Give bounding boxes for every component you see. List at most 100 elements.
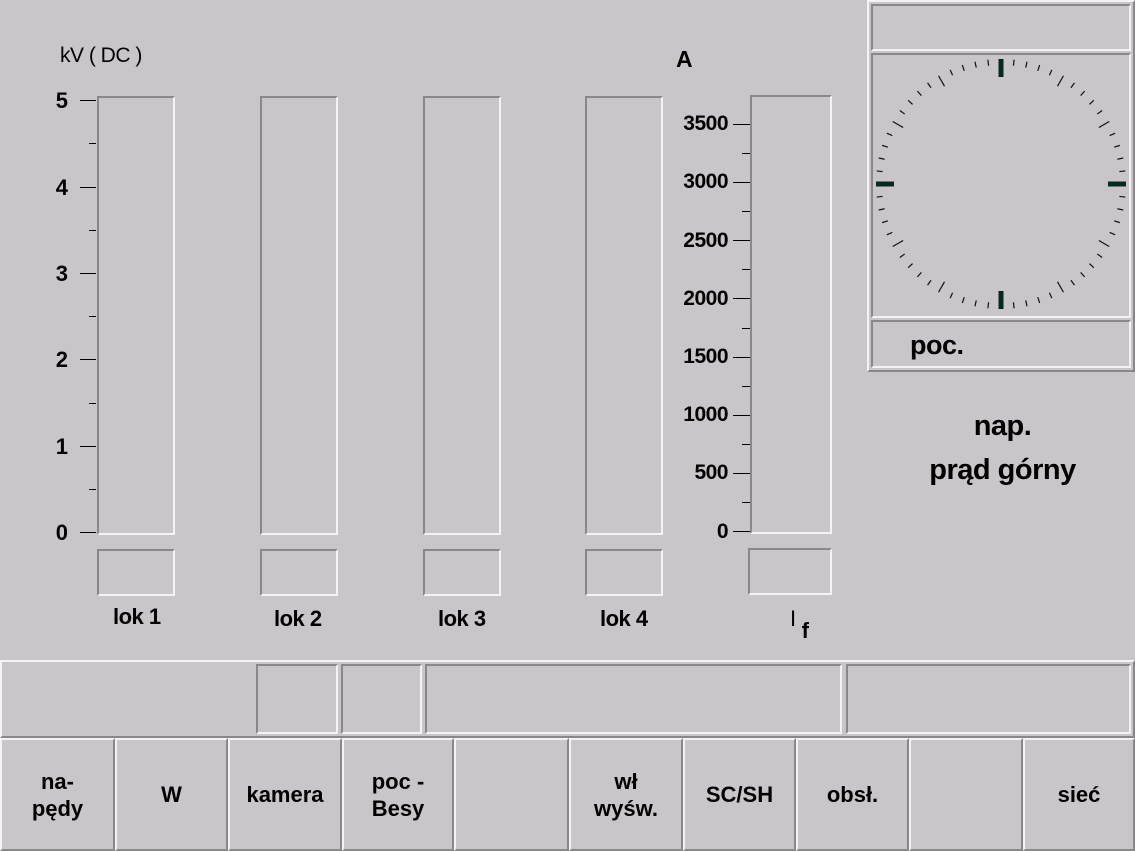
kv-axis-label: 2 (55, 347, 68, 372)
kv-minor-tick (89, 143, 96, 144)
clock-minute-tick (1117, 157, 1124, 160)
button-label-line-1: sieć (1057, 782, 1101, 807)
poc-besy-button[interactable]: poc - Besy (342, 738, 454, 851)
service-button[interactable]: obsł. (796, 738, 909, 851)
clock-minute-tick (899, 110, 906, 115)
analog-clock (876, 59, 1126, 309)
lok1-value-field (97, 549, 175, 596)
clock-minute-tick (876, 170, 883, 173)
clock-minute-tick (1025, 61, 1028, 68)
button-label-line-1: poc - (371, 768, 425, 794)
clock-minute-tick (1113, 220, 1121, 224)
w-button[interactable]: W (115, 738, 228, 851)
clock-minute-tick (1056, 281, 1065, 293)
clock-minute-tick (974, 300, 977, 307)
current-axis-label: 3500 (683, 112, 728, 135)
clock-minute-tick (1048, 292, 1053, 299)
display-on-button[interactable]: wł wyśw. (569, 738, 683, 851)
current-minor-tick (742, 328, 750, 329)
clock-minute-tick (1080, 272, 1086, 278)
kv-axis-label: 3 (55, 261, 68, 286)
clock-minute-tick (1037, 64, 1041, 72)
network-button[interactable]: sieć (1023, 738, 1135, 851)
clock-minute-tick (916, 90, 922, 96)
clock-minute-tick (1117, 208, 1124, 211)
status-field-3 (341, 664, 422, 734)
button-label-line-1: SC/SH (705, 782, 774, 807)
clock-minute-tick (1109, 132, 1116, 137)
current-bar-label-main: I (790, 606, 796, 631)
clock-minute-tick (974, 61, 977, 68)
kv-major-tick (80, 359, 96, 360)
clock-minute-tick (961, 296, 965, 304)
button-label-line-2: wyśw. (594, 795, 658, 821)
clock-minute-tick (907, 263, 913, 269)
clock-minute-tick (878, 208, 885, 211)
lok1-voltage-bar (97, 96, 175, 535)
kv-axis-label: 0 (55, 520, 68, 545)
kv-major-tick (80, 446, 96, 447)
current-unit-label: A (676, 46, 693, 72)
clock-minute-tick (937, 281, 946, 293)
kv-axis-label: 1 (55, 434, 68, 459)
current-axis-label: 1500 (683, 345, 728, 368)
clock-face-frame (871, 53, 1131, 318)
clock-minute-tick (1089, 263, 1095, 269)
clock-minute-tick (892, 120, 904, 129)
lok4-value-field (585, 549, 663, 596)
current-minor-tick (742, 269, 750, 270)
clock-minute-tick (1119, 170, 1126, 173)
kv-major-tick (80, 273, 96, 274)
clock-minute-tick (1056, 75, 1065, 87)
clock-minute-tick (1012, 59, 1015, 66)
current-axis-label: 500 (694, 461, 728, 484)
clock-minute-tick (1098, 239, 1110, 248)
empty-button-5[interactable] (454, 738, 569, 851)
clock-minute-tick (907, 99, 913, 105)
current-axis-label: 2000 (683, 287, 728, 310)
clock-bottom-field: poc. (871, 320, 1131, 368)
clock-minute-tick (1037, 296, 1041, 304)
lok2-label: lok 2 (274, 606, 322, 631)
clock-minute-tick (1096, 110, 1103, 115)
kv-minor-tick (89, 403, 96, 404)
lok4-label: lok 4 (600, 606, 648, 631)
button-label-line-2: pędy (31, 795, 84, 821)
clock-minute-tick (886, 132, 893, 137)
current-value-field (748, 548, 832, 595)
clock-minute-tick (1070, 82, 1075, 89)
clock-minute-tick (876, 195, 883, 198)
clock-minute-tick (1025, 300, 1028, 307)
clock-minute-tick (881, 144, 889, 148)
sc-sh-button[interactable]: SC/SH (683, 738, 796, 851)
button-label-line-1: kamera (246, 782, 324, 807)
clock-top-field (871, 4, 1131, 51)
current-major-tick (733, 473, 750, 474)
clock-minute-tick (892, 239, 904, 248)
camera-button[interactable]: kamera (228, 738, 342, 851)
button-label-line-1: na- (40, 768, 74, 794)
button-label-line-2: Besy (371, 795, 425, 821)
clock-minute-tick (949, 69, 954, 76)
current-minor-tick (742, 211, 750, 212)
current-minor-tick (742, 502, 750, 503)
current-axis-label: 0 (716, 520, 729, 543)
current-bar-label-sub: f (801, 618, 809, 643)
current-major-tick (733, 357, 750, 358)
button-label-line-1: wł (614, 768, 638, 794)
clock-minute-tick (886, 231, 893, 236)
empty-button-9[interactable] (909, 738, 1023, 851)
lok2-value-field (260, 549, 338, 596)
lok4-voltage-bar (585, 96, 663, 535)
drives-button[interactable]: na-pędy (0, 738, 115, 851)
clock-bottom-label: poc. (910, 330, 964, 360)
kv-major-tick (80, 532, 96, 533)
current-bar (750, 95, 832, 534)
kv-axis-label: 5 (55, 88, 68, 113)
clock-minute-tick (927, 82, 932, 89)
clock-minute-tick (1098, 120, 1110, 129)
clock-minute-tick (881, 220, 889, 224)
clock-minute-tick (1070, 279, 1075, 286)
kv-minor-tick (89, 489, 96, 490)
